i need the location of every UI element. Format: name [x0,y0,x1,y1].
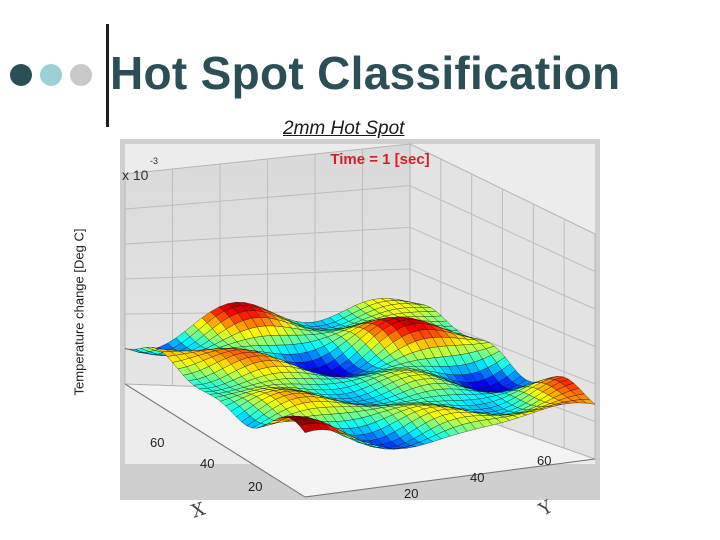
y-tick-label: 40 [470,470,484,485]
plot-title: Time = 1 [sec] [330,151,429,168]
bullet-dots [10,64,92,86]
z-axis-label: Temperature change [Deg C] [71,228,87,396]
slide-title: Hot Spot Classification [110,47,621,99]
y-axis-label: Y [535,496,557,521]
y-tick-labels: 20 40 60 [404,453,551,500]
z-exponent-power: -3 [150,156,158,166]
surface-plot: Time = 1 [sec] x 10 -3 60 40 20 20 40 60 [120,139,600,500]
x-tick-label: 20 [248,479,262,494]
x-tick-label: 40 [200,456,214,471]
title-divider [106,24,109,127]
axes [124,383,596,498]
y-tick-label: 20 [404,486,418,500]
surface-mesh [124,298,596,450]
bullet-dot-teal [40,64,62,86]
chart-title: 2mm Hot Spot [283,118,405,139]
surface-cell [299,423,314,433]
y-tick-label: 60 [537,453,551,468]
bullet-dot-gray [70,64,92,86]
y-axis-line [304,458,596,498]
x-tick-labels: 60 40 20 [150,435,262,494]
x-tick-label: 60 [150,435,164,450]
x-axis-label: X [189,498,208,523]
x-axis-line [124,383,306,498]
bullet-dot-dark [10,64,32,86]
z-exponent: x 10 [122,167,149,183]
